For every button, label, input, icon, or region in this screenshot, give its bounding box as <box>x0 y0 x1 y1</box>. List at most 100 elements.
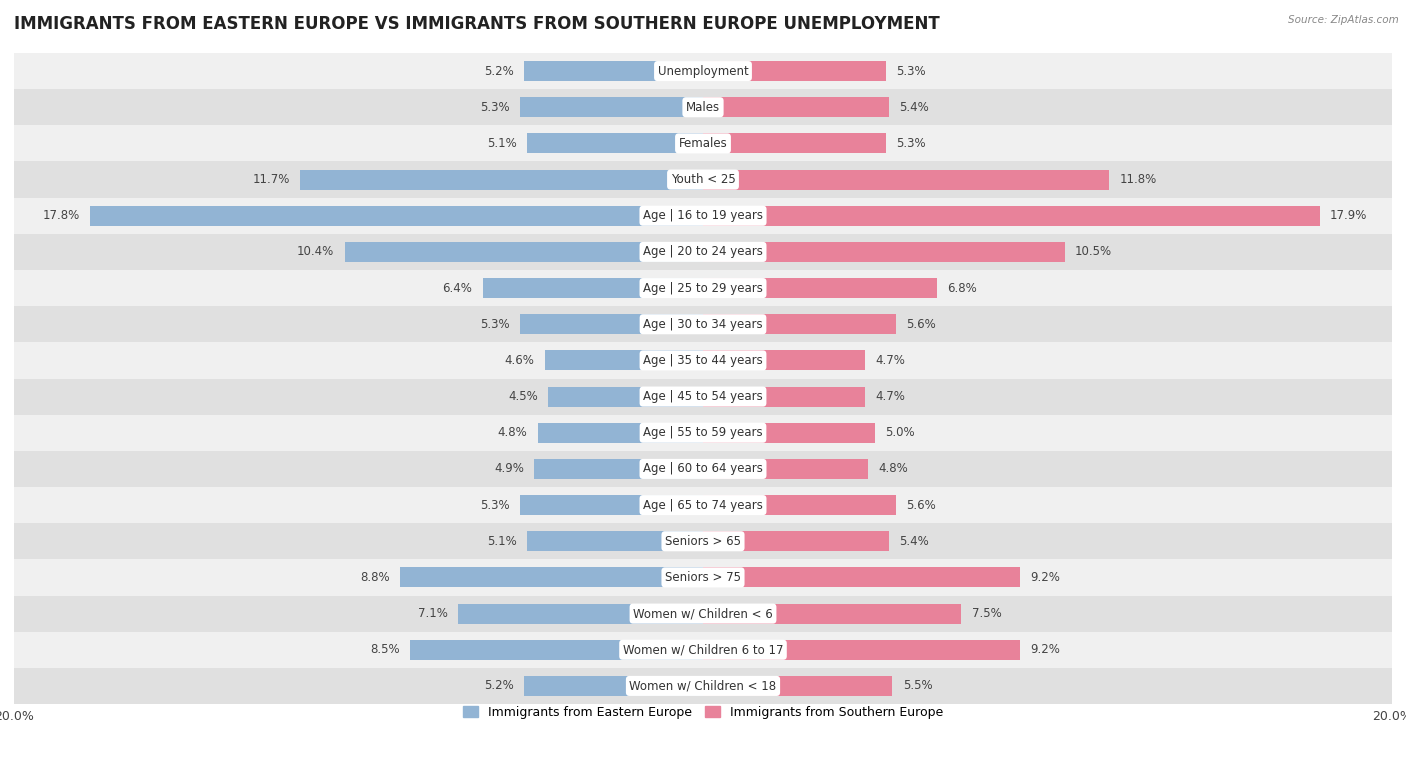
Bar <box>411 640 703 659</box>
Bar <box>520 98 703 117</box>
Bar <box>0 378 1406 415</box>
Text: 4.7%: 4.7% <box>875 390 905 403</box>
Bar <box>458 603 703 624</box>
Text: 5.2%: 5.2% <box>484 64 513 77</box>
Bar <box>527 133 703 154</box>
Bar <box>548 387 703 407</box>
Text: Women w/ Children 6 to 17: Women w/ Children 6 to 17 <box>623 643 783 656</box>
Text: Females: Females <box>679 137 727 150</box>
Bar <box>482 278 703 298</box>
Text: Age | 55 to 59 years: Age | 55 to 59 years <box>643 426 763 439</box>
Bar <box>527 531 703 551</box>
Text: Unemployment: Unemployment <box>658 64 748 77</box>
Legend: Immigrants from Eastern Europe, Immigrants from Southern Europe: Immigrants from Eastern Europe, Immigran… <box>458 701 948 724</box>
Text: IMMIGRANTS FROM EASTERN EUROPE VS IMMIGRANTS FROM SOUTHERN EUROPE UNEMPLOYMENT: IMMIGRANTS FROM EASTERN EUROPE VS IMMIGR… <box>14 15 939 33</box>
Bar <box>703 133 886 154</box>
Text: Age | 35 to 44 years: Age | 35 to 44 years <box>643 354 763 367</box>
Bar <box>703 242 1064 262</box>
Bar <box>0 234 1406 270</box>
Text: 8.8%: 8.8% <box>360 571 389 584</box>
Bar <box>703 531 889 551</box>
Text: Age | 25 to 29 years: Age | 25 to 29 years <box>643 282 763 294</box>
Text: Males: Males <box>686 101 720 114</box>
Text: 8.5%: 8.5% <box>370 643 399 656</box>
Text: 11.7%: 11.7% <box>252 173 290 186</box>
Text: Age | 60 to 64 years: Age | 60 to 64 years <box>643 463 763 475</box>
Bar <box>0 523 1406 559</box>
Bar <box>0 668 1406 704</box>
Text: 5.0%: 5.0% <box>886 426 915 439</box>
Bar <box>0 631 1406 668</box>
Bar <box>703 459 869 479</box>
Bar <box>520 495 703 515</box>
Text: 5.4%: 5.4% <box>900 534 929 548</box>
Bar <box>520 314 703 334</box>
Bar <box>0 161 1406 198</box>
Bar <box>703 206 1320 226</box>
Bar <box>299 170 703 189</box>
Text: 6.8%: 6.8% <box>948 282 977 294</box>
Bar <box>0 270 1406 306</box>
Text: 5.3%: 5.3% <box>896 64 925 77</box>
Text: Women w/ Children < 6: Women w/ Children < 6 <box>633 607 773 620</box>
Text: 4.8%: 4.8% <box>879 463 908 475</box>
Bar <box>90 206 703 226</box>
Text: Age | 20 to 24 years: Age | 20 to 24 years <box>643 245 763 258</box>
Text: Source: ZipAtlas.com: Source: ZipAtlas.com <box>1288 15 1399 25</box>
Bar <box>703 676 893 696</box>
Text: 5.2%: 5.2% <box>484 680 513 693</box>
Text: 9.2%: 9.2% <box>1031 643 1060 656</box>
Bar <box>0 306 1406 342</box>
Bar <box>544 350 703 370</box>
Text: Women w/ Children < 18: Women w/ Children < 18 <box>630 680 776 693</box>
Text: Age | 45 to 54 years: Age | 45 to 54 years <box>643 390 763 403</box>
Text: 7.5%: 7.5% <box>972 607 1001 620</box>
Text: 17.9%: 17.9% <box>1330 209 1367 223</box>
Text: 17.8%: 17.8% <box>42 209 80 223</box>
Bar <box>0 451 1406 487</box>
Bar <box>524 61 703 81</box>
Text: Youth < 25: Youth < 25 <box>671 173 735 186</box>
Text: 7.1%: 7.1% <box>418 607 449 620</box>
Bar <box>703 278 938 298</box>
Text: 5.6%: 5.6% <box>907 318 936 331</box>
Text: 5.3%: 5.3% <box>481 499 510 512</box>
Bar <box>399 568 703 587</box>
Text: 5.3%: 5.3% <box>896 137 925 150</box>
Bar <box>703 61 886 81</box>
Text: 10.4%: 10.4% <box>297 245 335 258</box>
Bar <box>524 676 703 696</box>
Bar <box>0 198 1406 234</box>
Text: 9.2%: 9.2% <box>1031 571 1060 584</box>
Bar <box>537 423 703 443</box>
Text: Seniors > 65: Seniors > 65 <box>665 534 741 548</box>
Text: 6.4%: 6.4% <box>443 282 472 294</box>
Text: 4.7%: 4.7% <box>875 354 905 367</box>
Text: 5.4%: 5.4% <box>900 101 929 114</box>
Text: 4.5%: 4.5% <box>508 390 537 403</box>
Text: 5.6%: 5.6% <box>907 499 936 512</box>
Text: 10.5%: 10.5% <box>1076 245 1112 258</box>
Bar <box>703 387 865 407</box>
Bar <box>703 568 1019 587</box>
Text: 4.6%: 4.6% <box>505 354 534 367</box>
Bar <box>703 495 896 515</box>
Bar <box>703 640 1019 659</box>
Bar <box>703 350 865 370</box>
Bar <box>0 596 1406 631</box>
Text: Age | 30 to 34 years: Age | 30 to 34 years <box>643 318 763 331</box>
Bar <box>0 487 1406 523</box>
Text: 4.8%: 4.8% <box>498 426 527 439</box>
Bar <box>0 559 1406 596</box>
Bar <box>0 126 1406 161</box>
Bar <box>0 53 1406 89</box>
Text: 11.8%: 11.8% <box>1119 173 1157 186</box>
Bar <box>0 415 1406 451</box>
Text: 5.5%: 5.5% <box>903 680 932 693</box>
Text: Age | 16 to 19 years: Age | 16 to 19 years <box>643 209 763 223</box>
Text: Age | 65 to 74 years: Age | 65 to 74 years <box>643 499 763 512</box>
Bar <box>0 89 1406 126</box>
Text: 5.1%: 5.1% <box>488 137 517 150</box>
Text: 5.3%: 5.3% <box>481 101 510 114</box>
Bar <box>344 242 703 262</box>
